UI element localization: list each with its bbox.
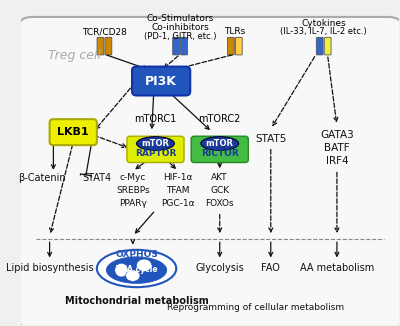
Text: Reprogramming of cellular metabolism: Reprogramming of cellular metabolism [167, 303, 344, 312]
Text: FOXOs: FOXOs [206, 199, 234, 208]
Text: mTORC2: mTORC2 [198, 114, 241, 124]
Text: PGC-1α: PGC-1α [161, 199, 195, 208]
FancyBboxPatch shape [105, 37, 112, 55]
FancyBboxPatch shape [236, 37, 242, 55]
Text: AKT: AKT [212, 173, 228, 182]
FancyBboxPatch shape [127, 136, 184, 163]
Text: BATF: BATF [324, 143, 350, 154]
FancyBboxPatch shape [228, 37, 234, 55]
Text: TLRs: TLRs [224, 27, 246, 37]
Text: mTOR: mTOR [206, 139, 234, 148]
Ellipse shape [97, 250, 176, 287]
Text: β-Catenin: β-Catenin [18, 172, 66, 183]
Ellipse shape [136, 259, 152, 272]
FancyBboxPatch shape [132, 67, 190, 96]
Text: OXPHOS: OXPHOS [115, 250, 158, 259]
Text: Glycolysis: Glycolysis [195, 263, 244, 274]
Ellipse shape [115, 263, 128, 277]
Text: mTOR: mTOR [142, 139, 170, 148]
Text: IRF4: IRF4 [326, 156, 348, 166]
Ellipse shape [136, 137, 174, 150]
Text: (IL-33, IL-7, IL-2 etc.): (IL-33, IL-7, IL-2 etc.) [280, 27, 367, 37]
Text: AA metabolism: AA metabolism [300, 263, 374, 274]
Text: PPARγ: PPARγ [119, 199, 147, 208]
FancyBboxPatch shape [173, 37, 180, 55]
FancyBboxPatch shape [181, 37, 188, 55]
Text: HIF-1α: HIF-1α [163, 173, 193, 182]
Text: Co-Stimulators: Co-Stimulators [146, 14, 214, 23]
Ellipse shape [126, 270, 140, 281]
FancyBboxPatch shape [316, 37, 323, 55]
Text: LKB1: LKB1 [58, 127, 89, 137]
Text: STAT4: STAT4 [82, 172, 112, 183]
Text: FAO: FAO [261, 263, 280, 274]
Text: Co-inhibitors: Co-inhibitors [151, 23, 209, 32]
Text: GCK: GCK [210, 186, 229, 195]
Ellipse shape [201, 137, 239, 150]
Text: Treg cell: Treg cell [48, 49, 101, 62]
Text: SREBPs: SREBPs [116, 186, 150, 195]
Ellipse shape [106, 257, 167, 283]
Text: TCR/CD28: TCR/CD28 [82, 27, 127, 37]
FancyBboxPatch shape [97, 37, 104, 55]
Text: RAPTOR: RAPTOR [135, 149, 176, 158]
Text: Cytokines: Cytokines [301, 19, 346, 28]
Text: PI3K: PI3K [145, 75, 177, 88]
Text: STAT5: STAT5 [255, 134, 286, 144]
Text: mTORC1: mTORC1 [134, 114, 176, 124]
Text: TFAM: TFAM [166, 186, 190, 195]
Text: Mitochondrial metabolism: Mitochondrial metabolism [65, 296, 208, 306]
Text: Lipid biosynthesis: Lipid biosynthesis [6, 263, 94, 274]
Text: TCA cycle: TCA cycle [116, 265, 157, 274]
Text: c-Myc: c-Myc [120, 173, 146, 182]
Text: GATA3: GATA3 [320, 130, 354, 141]
Text: RICTOR: RICTOR [201, 149, 239, 158]
FancyBboxPatch shape [50, 119, 97, 145]
FancyBboxPatch shape [18, 17, 400, 326]
FancyBboxPatch shape [324, 37, 331, 55]
Text: (PD-1, GITR, etc.): (PD-1, GITR, etc.) [144, 32, 216, 41]
FancyBboxPatch shape [191, 136, 248, 163]
